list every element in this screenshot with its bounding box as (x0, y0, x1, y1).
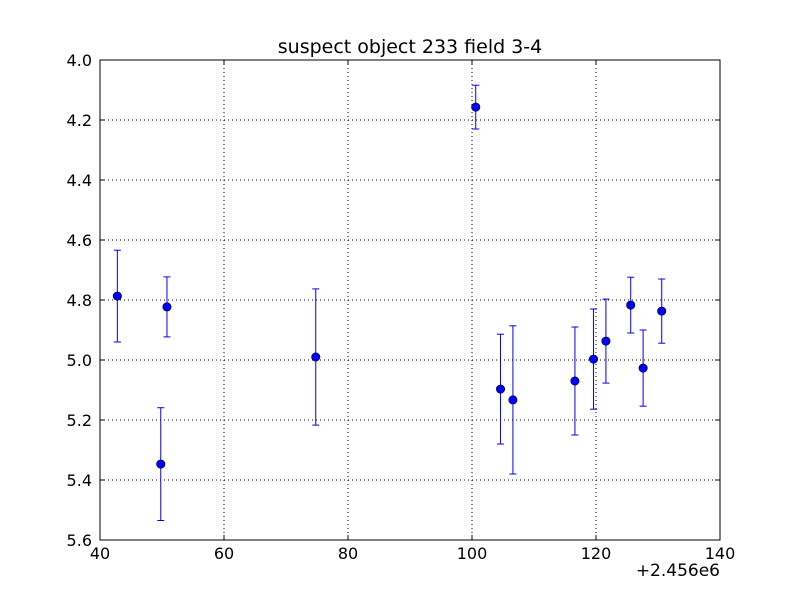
data-point-group (601, 298, 611, 384)
data-point (162, 302, 172, 312)
x-tick-label: 140 (705, 544, 736, 563)
data-point-group (311, 288, 321, 426)
x-tick-label: 120 (581, 544, 612, 563)
data-point-group (496, 333, 506, 445)
data-point-group (112, 249, 122, 343)
x-tick-label: 40 (90, 544, 110, 563)
data-point-group (638, 329, 648, 407)
y-tick-label: 5.6 (67, 531, 92, 550)
y-tick-label: 5.0 (67, 351, 92, 370)
data-point (471, 102, 481, 112)
data-point-group (156, 407, 166, 521)
y-tick-label: 5.4 (67, 471, 92, 490)
x-offset-label: +2.456e6 (636, 561, 720, 581)
grid-layer (100, 60, 720, 540)
x-tick-label: 60 (214, 544, 234, 563)
data-point-group (589, 308, 599, 410)
plot-frame (99, 59, 721, 541)
data-point-group (162, 276, 172, 338)
data-point-group (570, 326, 580, 436)
data-point-group (508, 325, 518, 475)
x-tick-label: 100 (457, 544, 488, 563)
data-point (156, 459, 166, 469)
y-tick-label: 4.0 (67, 51, 92, 70)
y-tick-label: 4.6 (67, 231, 92, 250)
data-point (508, 395, 518, 405)
y-tick-label: 4.2 (67, 111, 92, 130)
chart-title: suspect object 233 field 3-4 (278, 36, 543, 58)
data-layer (112, 84, 667, 521)
data-point (589, 354, 599, 364)
data-point-group (471, 84, 481, 130)
y-tick-label: 4.8 (67, 291, 92, 310)
y-tick-label: 5.2 (67, 411, 92, 430)
data-point (601, 336, 611, 346)
data-point (496, 384, 506, 394)
data-point (657, 306, 667, 316)
tick-layer: 40 60 80 100 120 140 4.0 4.2 4.4 4.6 4.8 5.0 5.2 5.4 5… (67, 51, 736, 563)
data-point (626, 300, 636, 310)
data-point (570, 376, 580, 386)
data-point-group (626, 276, 636, 334)
y-tick-label: 4.4 (67, 171, 92, 190)
data-point-group (657, 278, 667, 344)
x-tick-label: 80 (338, 544, 358, 563)
data-point (638, 363, 648, 373)
data-point (112, 291, 122, 301)
data-point (311, 352, 321, 362)
